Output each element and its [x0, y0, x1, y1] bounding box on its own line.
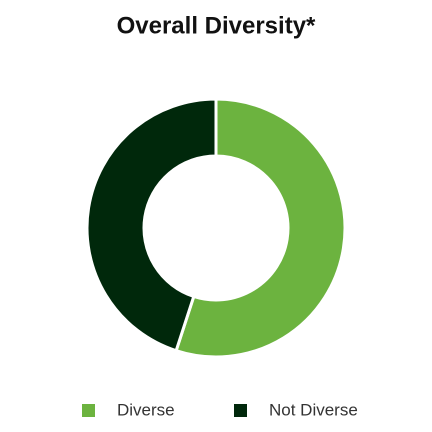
donut-slice — [174, 97, 347, 359]
legend: Diverse Not Diverse — [82, 400, 358, 419]
legend-swatch — [234, 404, 247, 417]
legend-swatch — [82, 404, 95, 417]
legend-label: Diverse — [117, 400, 175, 419]
donut-slice — [85, 97, 218, 353]
legend-label: Not Diverse — [269, 400, 358, 419]
chart-title: Overall Diversity* — [117, 12, 316, 39]
donut — [85, 97, 347, 359]
